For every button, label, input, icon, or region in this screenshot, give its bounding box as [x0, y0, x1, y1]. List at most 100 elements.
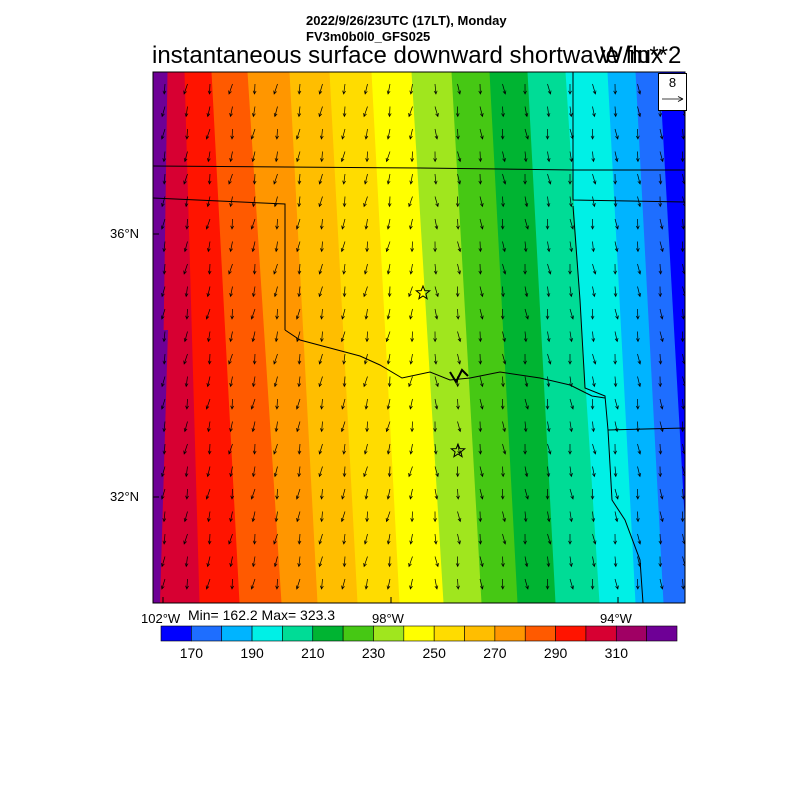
wind-arrow [320, 578, 324, 590]
flux-band [489, 72, 557, 603]
wind-arrow [433, 511, 437, 523]
wind-arrow [680, 151, 685, 163]
wind-arrow [296, 511, 301, 523]
wind-arrow [275, 218, 279, 230]
wind-arrow [363, 196, 368, 208]
wind-arrow [569, 218, 574, 230]
wind-arrow [523, 241, 528, 253]
wind-arrow [342, 173, 346, 185]
wind-arrow [273, 533, 278, 545]
colorbar-label: 250 [422, 645, 446, 661]
wind-arrow [340, 421, 346, 433]
wind-arrow [386, 263, 391, 275]
wind-arrow [364, 308, 369, 320]
wind-arrow [409, 353, 414, 365]
wind-arrow [569, 308, 574, 320]
wind-arrow [205, 308, 211, 320]
wind-arrow [433, 421, 437, 433]
wind-arrow [274, 511, 279, 523]
wind-arrow [409, 488, 413, 500]
wind-arrow [318, 556, 323, 568]
wind-arrow [568, 353, 572, 365]
wind-arrow [524, 218, 529, 230]
wind-arrow [385, 241, 391, 253]
wind-arrow [319, 398, 324, 410]
wind-arrow [364, 128, 369, 140]
wind-arrow [524, 286, 529, 298]
wind-arrow [681, 218, 685, 230]
wind-arrow [523, 263, 527, 275]
wind-arrow [478, 353, 483, 365]
wind-arrow [434, 218, 439, 230]
wind-arrow [592, 466, 596, 478]
wind-arrow [434, 578, 439, 590]
flux-band [451, 72, 519, 603]
wind-arrow [297, 286, 302, 298]
wind-arrow [569, 511, 573, 523]
wind-arrow [569, 241, 573, 253]
wind-arrow [502, 533, 507, 545]
wind-arrow [409, 218, 413, 230]
wind-arrow [387, 556, 392, 568]
wind-arrow [637, 376, 642, 388]
wind-arrow [252, 173, 257, 185]
wind-arrow [479, 398, 484, 410]
wind-arrow [320, 241, 324, 253]
wind-arrow [500, 218, 505, 230]
wind-arrow [500, 398, 505, 410]
wind-arrow [273, 173, 278, 185]
wind-arrow [456, 128, 460, 140]
wind-arrow [455, 286, 460, 298]
wind-arrow [546, 511, 551, 523]
wind-arrow [613, 376, 618, 388]
wind-arrow [252, 353, 257, 365]
wind-arrow [569, 556, 573, 568]
wind-arrow [524, 106, 529, 118]
wind-arrow [659, 578, 664, 590]
wind-arrow [479, 376, 484, 388]
wind-arrow [385, 151, 391, 163]
wind-arrow [342, 353, 346, 365]
wind-arrow [296, 331, 301, 343]
wind-arrow [547, 173, 552, 185]
wind-arrow [659, 218, 664, 230]
wind-arrow [273, 286, 278, 298]
wind-arrow [342, 466, 347, 478]
wind-arrow [295, 488, 301, 500]
wind-arrow [251, 151, 256, 163]
wind-arrow [342, 106, 347, 118]
wind-arrow [387, 466, 392, 478]
colorbar-label: 170 [179, 645, 204, 661]
wind-arrow [434, 128, 439, 140]
wind-arrow [659, 308, 664, 320]
wind-arrow [160, 218, 166, 230]
flux-band [371, 72, 445, 603]
min-max-stats: Min= 162.2 Max= 323.3 [188, 607, 336, 623]
wind-arrow [659, 151, 664, 163]
wind-arrow [275, 578, 279, 590]
wind-arrow [184, 106, 189, 118]
wind-arrow [455, 196, 460, 208]
wind-arrow [409, 398, 413, 410]
wind-arrow [659, 511, 664, 523]
lat-label-36n: 36°N [110, 226, 140, 241]
wind-arrow [185, 578, 189, 590]
wind-arrow [273, 83, 278, 95]
wind-arrow [387, 106, 392, 118]
wind-arrow [341, 398, 346, 410]
wind-arrow [162, 511, 167, 523]
state-boundaries [153, 72, 685, 603]
wind-arrow [478, 533, 483, 545]
wind-arrow [637, 263, 642, 275]
wind-arrow [251, 466, 256, 478]
wind-arrow [591, 331, 596, 343]
wind-arrow [386, 443, 391, 455]
wind-arrow [251, 556, 256, 568]
wind-arrow [592, 556, 596, 568]
wind-arrow [207, 331, 211, 343]
wind-arrow [409, 263, 414, 275]
wind-arrow [318, 286, 323, 298]
wind-arrow [250, 128, 256, 140]
wind-arrow [681, 578, 685, 590]
